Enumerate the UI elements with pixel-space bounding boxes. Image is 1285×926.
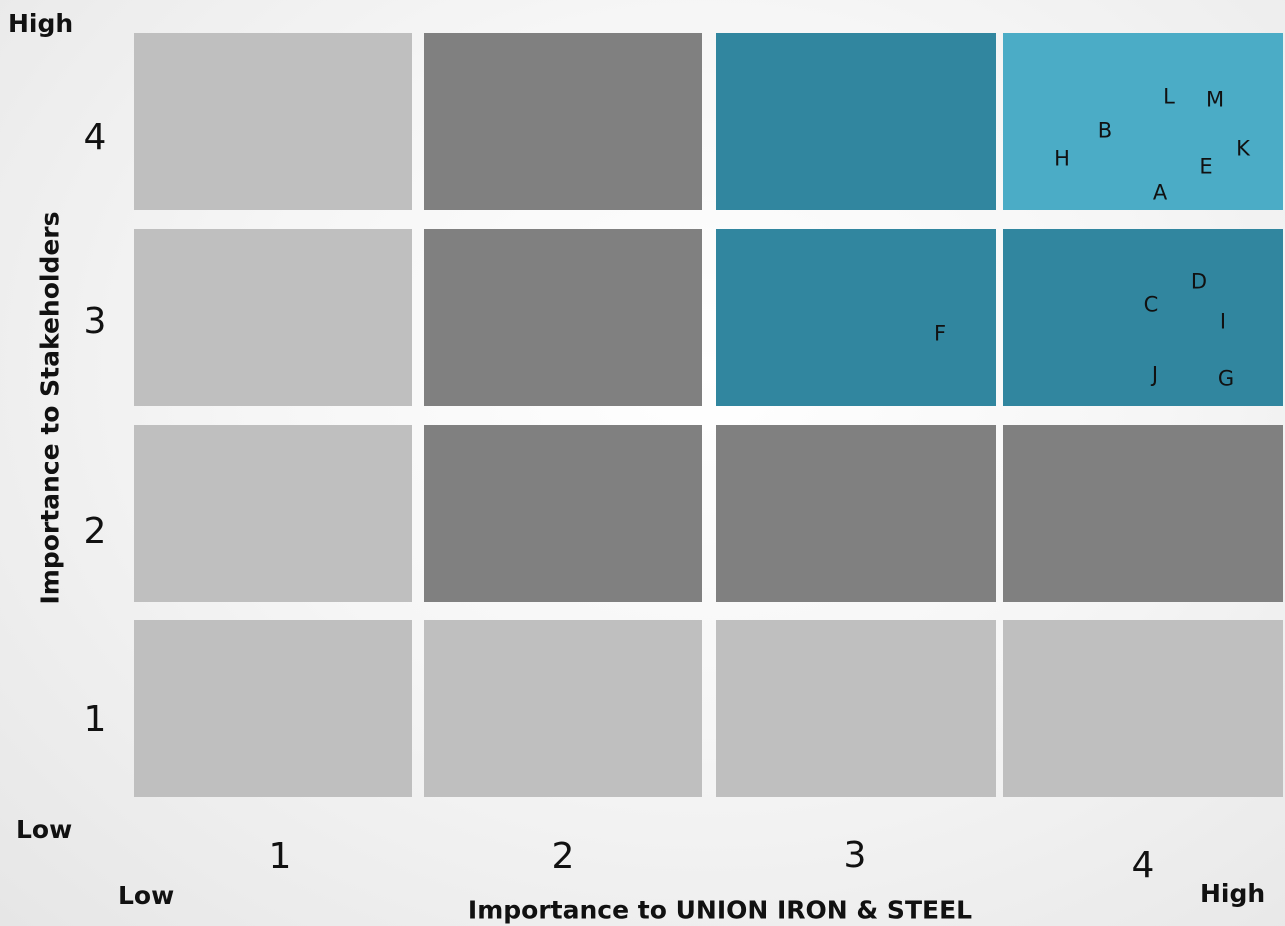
- y-tick-label: 3: [83, 301, 107, 342]
- grid-cell-x3-y3: [716, 229, 996, 406]
- y-axis-low-label: Low: [16, 815, 73, 844]
- grid-cell-x3-y1: [716, 620, 996, 797]
- y-axis-title: Importance to Stakeholders: [35, 211, 65, 605]
- y-axis-high-label: High: [8, 9, 74, 38]
- grid-cell-x1-y3: [134, 229, 412, 406]
- x-tick-label: 1: [268, 836, 292, 877]
- grid-cell-x2-y2: [424, 425, 702, 602]
- stakeholder-point-c: C: [1143, 292, 1159, 317]
- grid-cell-x1-y4: [134, 33, 412, 210]
- stakeholder-point-h: H: [1054, 146, 1070, 171]
- grid-cell-x2-y1: [424, 620, 702, 797]
- stakeholder-point-a: A: [1152, 180, 1168, 205]
- y-tick-label: 4: [83, 117, 107, 158]
- x-axis-high-label: High: [1200, 879, 1266, 908]
- y-tick-label: 2: [83, 511, 107, 552]
- y-tick-label: 1: [83, 699, 107, 740]
- stakeholder-point-b: B: [1097, 118, 1113, 143]
- grid-cell-x4-y2: [1003, 425, 1283, 602]
- grid-cell-x1-y1: [134, 620, 412, 797]
- stakeholder-point-l: L: [1163, 84, 1175, 109]
- grid-cell-x2-y4: [424, 33, 702, 210]
- x-tick-label: 4: [1131, 845, 1155, 886]
- stakeholder-point-f: F: [933, 321, 947, 346]
- grid-cell-x4-y4: [1003, 33, 1283, 210]
- stakeholder-point-i: I: [1219, 309, 1227, 334]
- stakeholder-point-d: D: [1190, 269, 1208, 294]
- x-axis-low-label: Low: [118, 881, 175, 910]
- x-tick-label: 2: [551, 836, 575, 877]
- grid-cell-x4-y3: [1003, 229, 1283, 406]
- x-axis-title: Importance to UNION IRON & STEEL: [467, 895, 973, 925]
- grid-cell-x1-y2: [134, 425, 412, 602]
- stakeholder-point-m: M: [1205, 87, 1225, 112]
- stakeholder-point-j: J: [1151, 362, 1159, 387]
- stakeholder-point-g: G: [1217, 366, 1235, 391]
- stakeholder-point-k: K: [1236, 136, 1250, 161]
- grid-cell-x4-y1: [1003, 620, 1283, 797]
- x-tick-label: 3: [843, 835, 867, 876]
- stakeholder-point-e: E: [1199, 154, 1213, 179]
- grid-cell-x3-y4: [716, 33, 996, 210]
- grid-cell-x2-y3: [424, 229, 702, 406]
- grid-cell-x3-y2: [716, 425, 996, 602]
